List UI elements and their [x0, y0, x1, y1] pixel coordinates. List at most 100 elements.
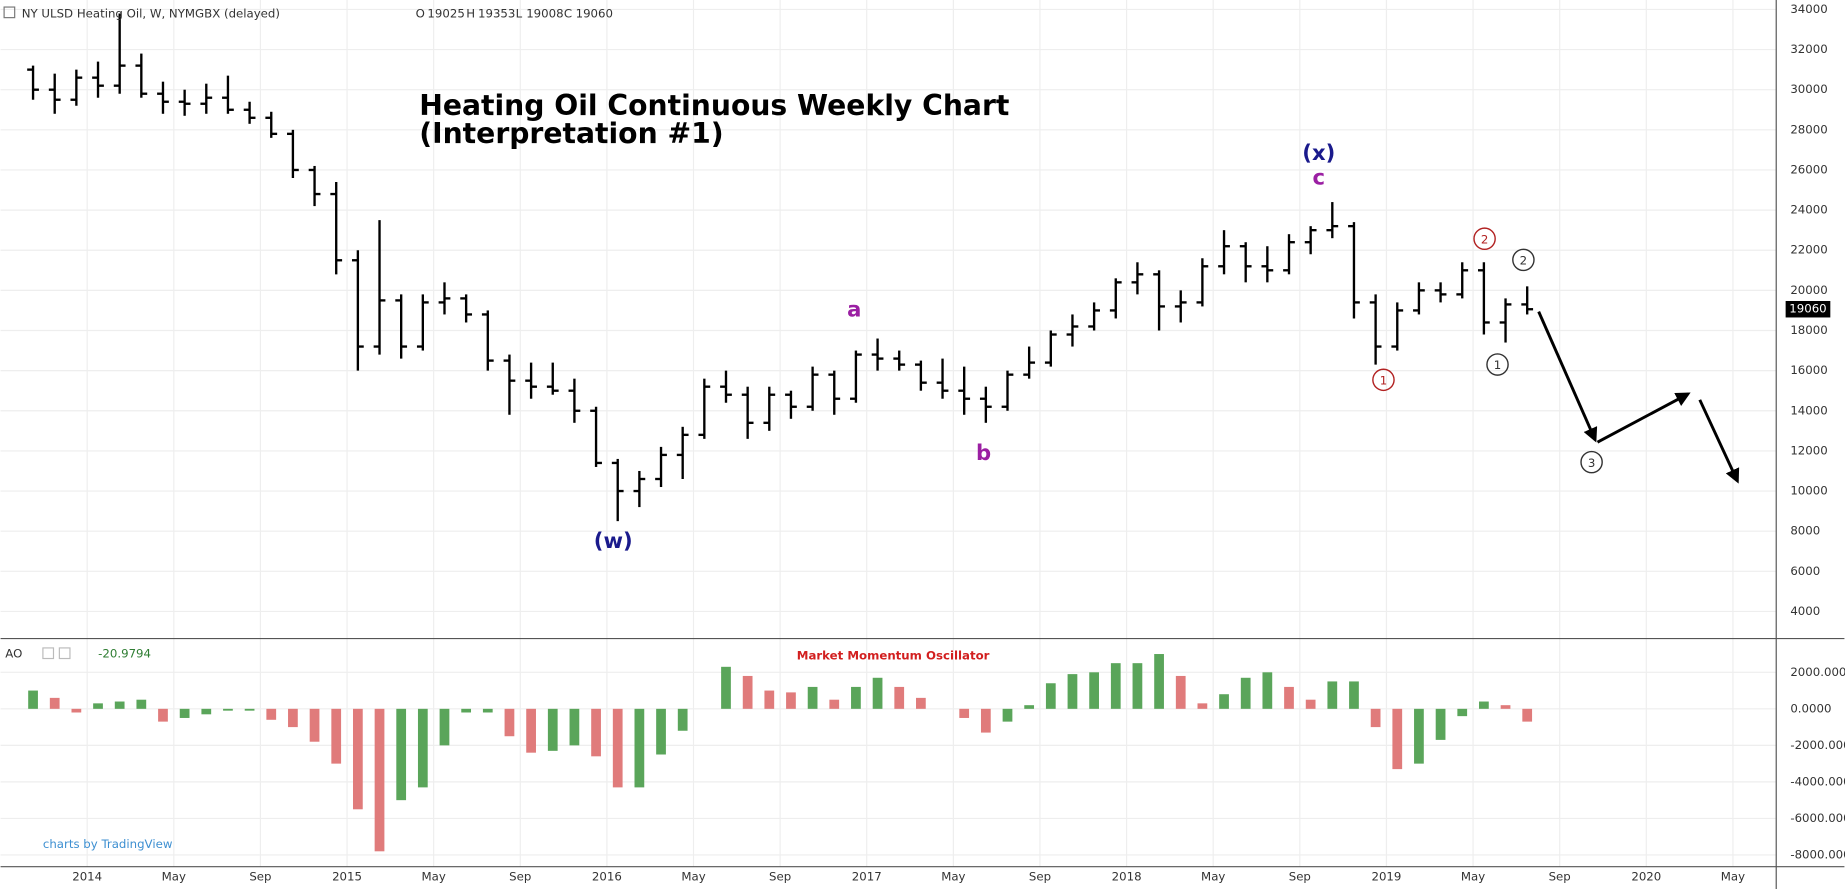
oscillator-bar — [786, 692, 796, 709]
oscillator-bar — [1349, 681, 1359, 709]
oscillator-bar — [93, 703, 103, 709]
y-tick-label: 32000 — [1790, 42, 1827, 56]
wave-circle — [1486, 353, 1509, 376]
wave-label: b — [976, 440, 991, 465]
y-tick-label: 30000 — [1790, 82, 1827, 96]
oscillator-bar — [49, 697, 60, 709]
wave-number: 3 — [1588, 456, 1595, 470]
x-tick-label: May — [422, 870, 446, 884]
x-tick-label: 2020 — [1631, 870, 1661, 884]
oscillator-bar — [266, 708, 277, 720]
y-tick-label: 10000 — [1790, 484, 1827, 498]
y-tick-label: 18000 — [1790, 323, 1827, 337]
oscillator-bar — [851, 686, 861, 709]
oscillator-bar — [1067, 674, 1078, 709]
oscillator-bar — [656, 708, 666, 755]
oscillator-bar — [504, 708, 515, 737]
wave-circle — [1512, 248, 1535, 272]
wave-label: (w) — [594, 528, 633, 553]
oscillator-bar — [396, 708, 407, 801]
oscillator-bar — [569, 708, 580, 746]
x-tick-label: 2014 — [72, 870, 102, 884]
x-tick-label: Sep — [249, 870, 271, 884]
y-tick-label: 22000 — [1790, 243, 1827, 257]
x-tick-label: Sep — [1549, 870, 1571, 884]
chart-subtitle: (Interpretation #1) — [419, 117, 723, 150]
oscillator-bar — [1045, 683, 1056, 709]
ohlc-label: L — [516, 7, 523, 21]
collapse-icon[interactable] — [3, 6, 16, 19]
oscillator-bar — [1154, 654, 1164, 709]
y-tick-label: 8000 — [1790, 524, 1820, 538]
x-tick-label: 2015 — [332, 870, 362, 884]
oscillator-bar — [1327, 681, 1338, 709]
y-tick-label: 14000 — [1790, 403, 1827, 417]
oscillator-bar — [894, 686, 905, 709]
oscillator-bar — [1392, 708, 1403, 770]
x-tick-label: May — [681, 870, 705, 884]
x-tick-label: 2018 — [1112, 870, 1142, 884]
oscillator-bar — [1435, 708, 1446, 740]
y2-tick-label: -8000.0000 — [1790, 847, 1845, 861]
ohlc-label: H — [466, 7, 475, 21]
watermark: charts by TradingView — [43, 837, 173, 851]
wave-label: c — [1313, 165, 1326, 190]
oscillator-bar — [1370, 708, 1381, 728]
wave-circle — [1580, 450, 1603, 474]
oscillator-bar — [1175, 675, 1186, 709]
oscillator-bar — [71, 708, 82, 713]
oscillator-bar — [461, 708, 472, 713]
y2-tick-label: 2000.0000 — [1790, 665, 1845, 679]
oscillator-bar — [980, 708, 991, 733]
x-tick-label: May — [1201, 870, 1225, 884]
oscillator-bar — [223, 708, 233, 711]
oscillator-bar — [158, 708, 168, 722]
wave-label: a — [847, 296, 861, 321]
y-tick-label: 4000 — [1790, 604, 1820, 618]
oscillator-bar — [1522, 708, 1533, 722]
oscillator-bar — [288, 708, 298, 728]
y-tick-label: 6000 — [1790, 564, 1820, 578]
y2-tick-label: 0.0000 — [1790, 701, 1831, 715]
oscillator-bar — [374, 708, 385, 852]
x-tick-label: May — [1721, 870, 1745, 884]
y-tick-label: 34000 — [1790, 2, 1827, 16]
oscillator-bar — [742, 675, 753, 709]
oscillator-bar — [1197, 703, 1208, 709]
wave-label: (x) — [1302, 140, 1335, 165]
oscillator-title: Market Momentum Oscillator — [797, 649, 990, 663]
oscillator-bar — [612, 708, 623, 788]
oscillator-bar — [179, 708, 190, 718]
oscillator-bar — [28, 690, 38, 709]
indicator-icon[interactable] — [42, 647, 55, 660]
oscillator-bar — [634, 708, 645, 788]
indicator-icon[interactable] — [58, 647, 71, 660]
oscillator-bar — [331, 708, 342, 764]
ohlc-label: O — [416, 7, 425, 21]
oscillator-bar — [1110, 663, 1121, 709]
wave-circle — [1473, 227, 1496, 251]
oscillator-bar — [764, 690, 775, 709]
oscillator-bar — [1414, 708, 1424, 764]
oscillator-bar — [1132, 663, 1143, 709]
oscillator-bar — [114, 701, 125, 709]
ohlc-label: C — [564, 7, 572, 21]
x-tick-label: 2019 — [1371, 870, 1401, 884]
y-tick-label: 12000 — [1790, 443, 1827, 457]
oscillator-bar — [1305, 699, 1316, 709]
chart-title: Heating Oil Continuous Weekly Chart — [419, 89, 1009, 122]
projection-arrow — [1698, 399, 1740, 484]
projection-arrow — [1596, 392, 1691, 444]
y-tick-label: 20000 — [1790, 283, 1827, 297]
x-tick-label: May — [162, 870, 186, 884]
x-tick-label: Sep — [1029, 870, 1051, 884]
wave-circle — [1372, 368, 1395, 392]
oscillator-bar — [547, 708, 558, 751]
oscillator-bar — [439, 708, 450, 746]
oscillator-bar — [1002, 708, 1013, 722]
x-tick-label: Sep — [509, 870, 531, 884]
oscillator-bar — [309, 708, 320, 742]
indicator-name: AO — [5, 646, 22, 660]
x-tick-label: Sep — [769, 870, 791, 884]
oscillator-bar — [1479, 701, 1489, 709]
